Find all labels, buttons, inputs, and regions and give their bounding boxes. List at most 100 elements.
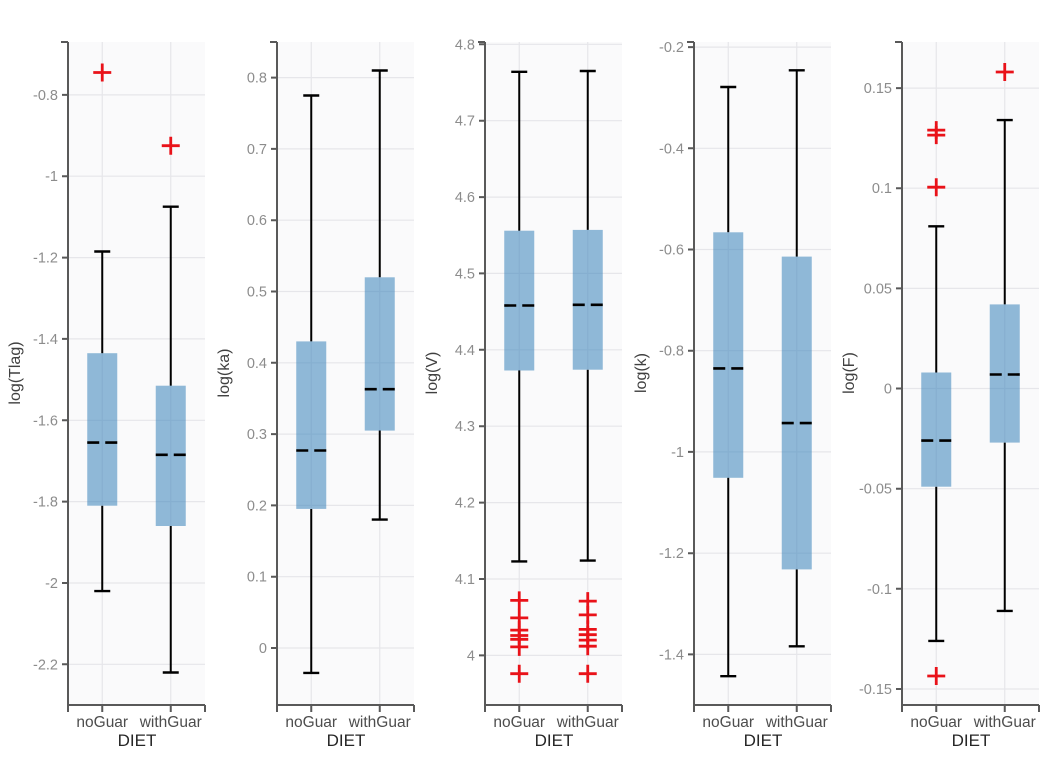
- outlier-mark: [578, 637, 597, 656]
- y-tick-label: 4.4: [455, 343, 475, 359]
- y-tick-label: -1.4: [33, 332, 58, 348]
- outlier-mark: [510, 664, 529, 683]
- x-axis-title: DIET: [117, 731, 157, 750]
- y-tick-label: -0.4: [659, 141, 684, 157]
- box-group-noGuar: [504, 70, 535, 683]
- boxplot-log-tlag: -0.8 -1 -1.2 -1.4 -1.6 -1.8 -2 -2.2 noGuar withGu…: [33, 41, 206, 731]
- panel-log-k: -0.2 -0.4 -0.6 -0.8 -1 -1.2 -1.4 noGuar withGuar…: [626, 0, 835, 767]
- iqr-box: [504, 230, 535, 371]
- iqr-box: [781, 256, 812, 570]
- outlier-mark: [510, 637, 529, 656]
- category-label: withGuar: [139, 714, 202, 731]
- iqr-box: [296, 341, 327, 509]
- y-tick-label: -1.8: [33, 495, 58, 511]
- boxplot-log-f: 0.15 0.1 0.05 0 -0.05 -0.1 -0.15 noGuar withGuar: [859, 41, 1040, 731]
- y-tick-label: 4.6: [455, 190, 475, 206]
- axis-spines: [478, 41, 623, 712]
- category-label: noGuar: [285, 714, 337, 731]
- outlier-mark: [927, 126, 946, 145]
- y-axis-title: log(Tlag): [7, 341, 24, 405]
- y-tick-label: 0.05: [864, 281, 892, 297]
- y-tick-label: 0.3: [247, 427, 267, 443]
- y-tick-label: 4.7: [455, 114, 475, 130]
- y-tick-label: 0.1: [872, 181, 892, 197]
- iqr-box: [572, 229, 603, 370]
- y-axis-title: log(ka): [216, 348, 233, 398]
- panel-log-ka: 0.8 0.7 0.6 0.5 0.4 0.3 0.2 0.1 0 noGuar withGuar …: [209, 0, 418, 767]
- panel-log-f: 0.15 0.1 0.05 0 -0.05 -0.1 -0.15 noGuar withGuar…: [834, 0, 1043, 767]
- y-tick-label: -0.05: [859, 482, 892, 498]
- axis-spines: [687, 41, 832, 712]
- box-group-noGuar: [713, 85, 744, 678]
- y-tick-label: -2.2: [33, 657, 58, 673]
- y-tick-label: 4.8: [455, 37, 475, 53]
- iqr-box: [87, 353, 118, 506]
- axis-spines: [270, 41, 415, 712]
- outlier-mark: [927, 178, 946, 197]
- outlier-mark: [510, 591, 529, 610]
- y-axis-title: log(V): [424, 351, 441, 395]
- y-tick-label: 0.6: [247, 213, 267, 229]
- y-tick-label: 0.7: [247, 142, 267, 158]
- y-tick-label: 4.1: [455, 572, 475, 588]
- y-tick-label: 0: [884, 382, 892, 398]
- box-group-withGuar: [989, 63, 1020, 613]
- axis-spines: [895, 41, 1040, 712]
- y-tick-label: 4.3: [455, 419, 475, 435]
- y-tick-label: 4.5: [455, 266, 475, 282]
- x-axis-title: DIET: [743, 731, 783, 750]
- boxplot-log-v: 4.8 4.7 4.6 4.5 4.4 4.3 4.2 4.1 4 noGuar withGuar: [455, 37, 623, 731]
- y-tick-label: -2: [45, 576, 58, 592]
- y-tick-label: -0.8: [33, 88, 58, 104]
- y-tick-label: -0.8: [659, 344, 684, 360]
- y-tick-label: -1.4: [659, 647, 684, 663]
- category-label: noGuar: [910, 714, 962, 731]
- y-tick-label: -0.2: [659, 40, 684, 56]
- box-group-noGuar: [296, 94, 327, 675]
- boxplot-log-ka: 0.8 0.7 0.6 0.5 0.4 0.3 0.2 0.1 0 noGuar withGuar: [247, 41, 415, 731]
- y-tick-label: -1: [45, 169, 58, 185]
- iqr-box: [364, 277, 395, 431]
- category-label: noGuar: [76, 714, 128, 731]
- category-label: withGuar: [765, 714, 828, 731]
- x-axis-title: DIET: [534, 731, 574, 750]
- panel-log-tlag: -0.8 -1 -1.2 -1.4 -1.6 -1.8 -2 -2.2 noGuar withGu…: [0, 0, 209, 767]
- x-axis-title: DIET: [326, 731, 366, 750]
- y-tick-label: -0.15: [859, 682, 892, 698]
- y-tick-label: -0.6: [659, 243, 684, 259]
- y-axis-title: log(k): [633, 352, 650, 394]
- box-group-noGuar: [921, 121, 952, 685]
- outlier-mark: [995, 63, 1014, 81]
- outlier-mark: [161, 136, 180, 155]
- panel-log-v: 4.8 4.7 4.6 4.5 4.4 4.3 4.2 4.1 4 noGuar withGuar …: [417, 0, 626, 767]
- box-group-withGuar: [781, 69, 812, 648]
- category-label: withGuar: [556, 714, 619, 731]
- y-tick-label: 0.2: [247, 498, 267, 514]
- y-axis-title: log(F): [841, 352, 858, 394]
- category-label: withGuar: [348, 714, 411, 731]
- category-label: noGuar: [702, 714, 754, 731]
- y-tick-label: -1.2: [659, 546, 684, 562]
- box-group-withGuar: [155, 136, 186, 674]
- y-tick-label: -0.1: [867, 582, 892, 598]
- axis-spines: [61, 41, 206, 712]
- y-tick-label: 0: [259, 641, 267, 657]
- outlier-mark: [927, 667, 946, 685]
- y-tick-label: 0.5: [247, 285, 267, 301]
- iqr-box: [921, 372, 952, 487]
- box-group-withGuar: [572, 69, 603, 683]
- y-tick-label: 0.15: [864, 81, 892, 97]
- category-label: noGuar: [493, 714, 545, 731]
- outlier-mark: [93, 63, 112, 82]
- outlier-mark: [578, 664, 597, 683]
- y-tick-label: 0.1: [247, 570, 267, 586]
- box-group-withGuar: [364, 69, 395, 521]
- boxplot-log-k: -0.2 -0.4 -0.6 -0.8 -1 -1.2 -1.4 noGuar withGuar: [659, 40, 832, 731]
- y-tick-label: 4: [467, 648, 475, 664]
- panel-background: [485, 42, 622, 705]
- y-tick-label: -1: [671, 445, 684, 461]
- y-tick-label: 0.4: [247, 356, 267, 372]
- x-axis-title: DIET: [951, 731, 991, 750]
- y-tick-label: -1.6: [33, 413, 58, 429]
